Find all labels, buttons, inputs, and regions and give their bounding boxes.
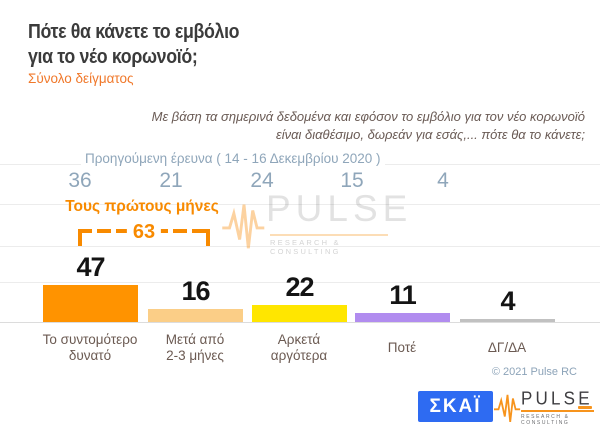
category-line: Αρκετά bbox=[277, 332, 321, 347]
category-label: Το συντομότερο δυνατό bbox=[35, 330, 145, 366]
pulse-logo-text: PULSE bbox=[521, 387, 593, 409]
category-label: Αρκετά αργότερα bbox=[244, 330, 354, 366]
category-label: ΔΓ/ΔΑ bbox=[452, 330, 562, 366]
survey-question: Με βάση τα σημερινά δεδομένα και εφόσον … bbox=[152, 108, 585, 143]
copyright-notice: © 2021 Pulse RC bbox=[491, 366, 577, 378]
category-line: 2-3 μήνες bbox=[166, 348, 224, 363]
pulse-waveform-icon bbox=[494, 394, 521, 423]
title-line-2: για το νέο κορωνοϊό; bbox=[28, 46, 198, 68]
pulse-watermark: PULSE RESEARCH & CONSULTING bbox=[222, 190, 407, 260]
category-label: Ποτέ bbox=[347, 330, 457, 366]
bar-value-label: 47 bbox=[76, 252, 105, 282]
sample-label: Σύνολο δείγματος bbox=[28, 71, 134, 86]
annotation-label: Τους πρώτους μήνες bbox=[65, 198, 219, 215]
category-line: αργότερα bbox=[270, 348, 328, 363]
pulse-logo-rule bbox=[521, 410, 594, 412]
pulse-logo-tagline: RESEARCH & CONSULTING bbox=[521, 414, 570, 426]
page-title: Πότε θα κάνετε το εμβόλιο για το νέο κορ… bbox=[28, 20, 240, 70]
skai-logo: ΣΚΑΪ bbox=[418, 391, 493, 422]
bracket-end-left bbox=[78, 229, 82, 246]
bar-value-label: 4 bbox=[500, 286, 515, 316]
gridline bbox=[0, 282, 600, 283]
bracket-end-right bbox=[206, 229, 210, 246]
category-line: δυνατό bbox=[68, 348, 112, 363]
previous-value: 21 bbox=[159, 169, 183, 192]
previous-value: 24 bbox=[250, 169, 274, 192]
previous-survey-label: Προηγούμενη έρευνα ( 14 - 16 Δεκεμβρίου … bbox=[81, 151, 385, 166]
question-line-2: είναι διαθέσιμο, δωρεάν για εσάς,... πότ… bbox=[276, 126, 585, 142]
previous-value: 4 bbox=[437, 169, 449, 192]
annotation-bracket: 63 bbox=[78, 221, 210, 246]
category-label: Μετά από 2-3 μήνες bbox=[140, 330, 250, 366]
bar-value-label: 16 bbox=[181, 276, 210, 306]
axis-baseline bbox=[0, 322, 600, 323]
pulse-logo: PULSE RESEARCH & CONSULTING bbox=[494, 386, 600, 428]
gridline bbox=[0, 246, 600, 247]
bar-value-label: 11 bbox=[389, 280, 417, 310]
bar bbox=[355, 313, 450, 322]
category-line: ΔΓ/ΔΑ bbox=[487, 340, 527, 355]
bar bbox=[460, 319, 555, 322]
watermark-rule bbox=[270, 234, 388, 236]
bar bbox=[252, 305, 347, 322]
gridline bbox=[0, 204, 600, 205]
previous-value: 36 bbox=[68, 169, 92, 192]
pulse-logo-orange-mark bbox=[578, 406, 592, 409]
watermark-text: PULSE bbox=[266, 188, 413, 229]
previous-value: 15 bbox=[340, 169, 364, 192]
watermark-tagline: RESEARCH & CONSULTING bbox=[270, 238, 341, 256]
annotation-value: 63 bbox=[126, 221, 162, 243]
bar bbox=[43, 285, 138, 322]
category-line: Το συντομότερο bbox=[42, 332, 138, 347]
category-line: Μετά από bbox=[165, 332, 225, 347]
pulse-waveform-icon bbox=[222, 204, 265, 249]
bar-value-label: 22 bbox=[285, 272, 314, 302]
question-line-1: Με βάση τα σημερινά δεδομένα και εφόσον … bbox=[151, 109, 585, 124]
title-line-1: Πότε θα κάνετε το εμβόλιο bbox=[28, 21, 240, 43]
category-line: Ποτέ bbox=[387, 340, 417, 355]
bar bbox=[148, 309, 243, 322]
